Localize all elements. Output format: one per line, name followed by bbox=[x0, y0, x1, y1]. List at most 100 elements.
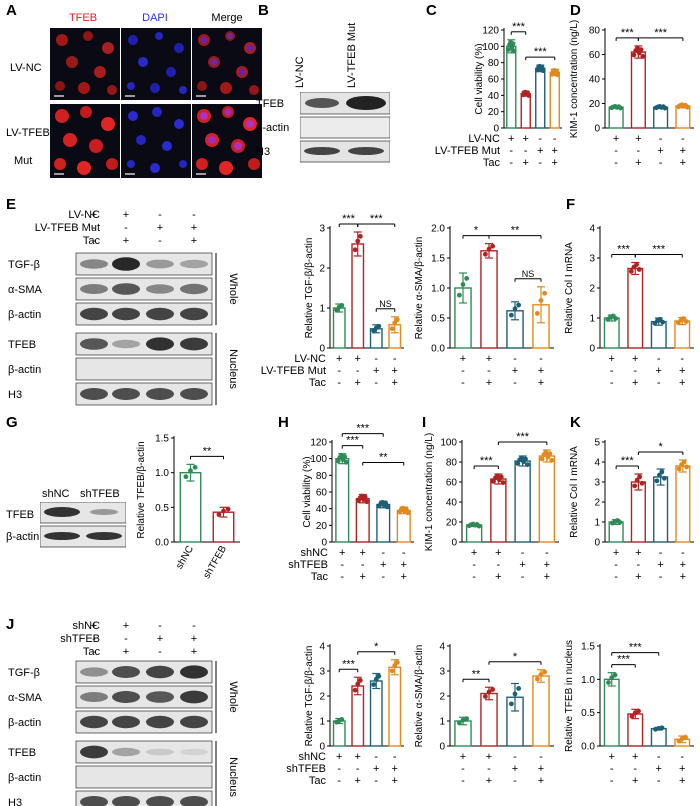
blot-band bbox=[180, 690, 208, 704]
panel-letter-k: K bbox=[570, 414, 581, 431]
blot-band bbox=[180, 307, 208, 321]
significance-label: NS bbox=[522, 269, 535, 279]
sign-mark: + bbox=[656, 365, 662, 377]
significance-label: *** bbox=[534, 46, 548, 58]
band-label-tfeb: TFEB bbox=[256, 98, 285, 110]
panel-letter-h: H bbox=[278, 414, 289, 431]
data-point bbox=[547, 451, 553, 456]
y-tick-label: 80 bbox=[488, 58, 500, 69]
micro-tfeb-nc bbox=[50, 28, 120, 100]
sign-mark: - bbox=[545, 547, 549, 559]
data-point bbox=[538, 298, 544, 303]
bar bbox=[332, 307, 346, 349]
sign-mark: + bbox=[613, 133, 619, 145]
sign-mark: + bbox=[635, 157, 641, 169]
sign-mark: + bbox=[679, 763, 685, 775]
sign-mark: - bbox=[393, 751, 397, 763]
sign-mark: + bbox=[657, 559, 663, 571]
blot-band bbox=[80, 667, 108, 677]
sign-mark: - bbox=[361, 559, 365, 571]
bar bbox=[376, 503, 391, 543]
sign-mark: - bbox=[337, 775, 341, 787]
blot-band bbox=[80, 338, 108, 350]
y-tick-label: 0.5 bbox=[431, 314, 445, 325]
cond-label-lv-nc: LV-NC bbox=[68, 209, 100, 221]
significance-label: ** bbox=[472, 668, 481, 680]
significance-label: *** bbox=[356, 423, 370, 435]
y-tick-label: 4 bbox=[589, 224, 595, 235]
sign-mark: + bbox=[609, 751, 615, 763]
y-tick-label: 0.0 bbox=[155, 538, 169, 549]
y-tick-label: 40 bbox=[589, 75, 601, 86]
sign-mark: - bbox=[659, 571, 663, 583]
data-point bbox=[498, 474, 504, 480]
data-point bbox=[659, 725, 665, 731]
blot-band bbox=[146, 665, 174, 679]
data-point bbox=[511, 48, 517, 54]
data-point bbox=[221, 508, 226, 514]
significance-label: *** bbox=[512, 21, 526, 33]
sign-mark: - bbox=[610, 775, 614, 787]
sign-mark: - bbox=[92, 646, 96, 658]
data-point bbox=[357, 678, 363, 683]
y-tick-label: 1.5 bbox=[581, 642, 595, 653]
sign-mark: + bbox=[679, 775, 685, 787]
band-label: α-SMA bbox=[8, 284, 43, 296]
sign-mark: + bbox=[91, 209, 97, 221]
sign-mark: - bbox=[521, 571, 525, 583]
y-tick-label: 20 bbox=[316, 521, 328, 532]
y-tick-label: 1.0 bbox=[431, 284, 445, 295]
data-point bbox=[661, 475, 667, 481]
sign-mark: + bbox=[471, 547, 477, 559]
sign-mark: + bbox=[538, 377, 544, 389]
data-point bbox=[482, 694, 488, 699]
y-tick-label: 40 bbox=[488, 91, 500, 102]
blot-strip bbox=[75, 252, 213, 276]
y-tick-label: 60 bbox=[316, 488, 328, 499]
data-point bbox=[683, 319, 689, 324]
sign-mark: - bbox=[340, 559, 344, 571]
significance-label: NS bbox=[379, 299, 392, 309]
y-tick-label: 0 bbox=[594, 124, 600, 135]
blot-strip bbox=[75, 382, 213, 406]
sign-mark: - bbox=[610, 365, 614, 377]
band-label-g-b-actin: β-actin bbox=[6, 531, 40, 543]
data-point bbox=[486, 246, 492, 252]
sign-mark: - bbox=[524, 145, 528, 157]
significance-label: *** bbox=[342, 658, 356, 670]
band-label: TFEB bbox=[8, 747, 36, 759]
bar bbox=[332, 720, 346, 747]
sign-mark: - bbox=[637, 559, 641, 571]
sign-mark: - bbox=[659, 157, 663, 169]
bar bbox=[514, 460, 531, 543]
data-point bbox=[534, 311, 540, 316]
data-point bbox=[508, 312, 514, 318]
bar bbox=[630, 51, 646, 129]
panel-letter-b: B bbox=[258, 2, 269, 19]
significance-label: *** bbox=[621, 455, 635, 467]
y-tick-label: 1.0 bbox=[155, 468, 169, 479]
bar bbox=[520, 92, 531, 129]
significance-label: ** bbox=[203, 445, 212, 457]
y-tick-label: 4 bbox=[319, 642, 325, 653]
y-tick-label: 2 bbox=[439, 692, 445, 703]
y-tick-label: 3 bbox=[319, 224, 325, 235]
blot-band bbox=[146, 748, 174, 756]
sign-mark: - bbox=[657, 751, 661, 763]
row-label-lv-nc: LV-NC bbox=[10, 62, 42, 74]
significance-label: *** bbox=[652, 244, 666, 256]
sign-mark: + bbox=[544, 571, 550, 583]
sign-mark: + bbox=[339, 547, 345, 559]
sign-mark: + bbox=[191, 222, 197, 234]
blot-band bbox=[180, 748, 208, 756]
blot-strip bbox=[75, 710, 213, 734]
data-point bbox=[339, 717, 345, 722]
sign-mark: + bbox=[519, 559, 525, 571]
blot-band bbox=[80, 692, 108, 702]
y-tick-label: 60 bbox=[488, 75, 500, 86]
sign-mark: + bbox=[336, 353, 342, 365]
bar bbox=[549, 71, 560, 129]
y-tick-label: 0 bbox=[594, 538, 600, 549]
